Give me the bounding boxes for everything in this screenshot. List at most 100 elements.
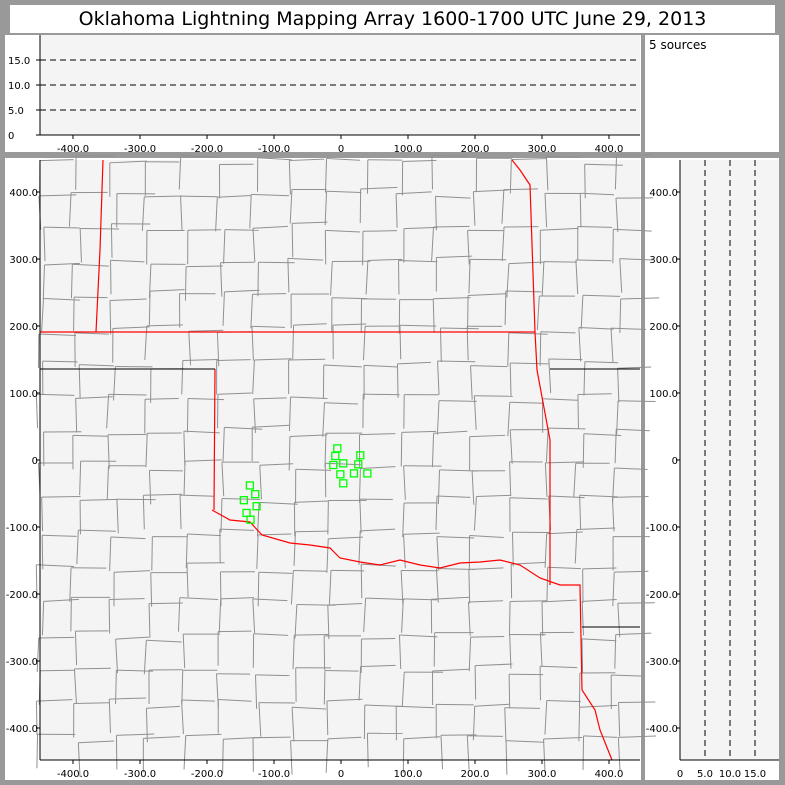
county-line bbox=[435, 195, 471, 199]
county-line bbox=[504, 290, 507, 326]
county-line bbox=[109, 298, 147, 301]
county-line bbox=[38, 333, 77, 337]
county-line bbox=[401, 672, 405, 707]
county-line bbox=[326, 190, 362, 193]
map-y-tick-label: 400.0 bbox=[9, 188, 38, 199]
county-line bbox=[436, 400, 440, 435]
station-marker bbox=[239, 496, 249, 505]
county-line bbox=[331, 297, 368, 300]
county-line bbox=[251, 193, 290, 197]
county-line bbox=[150, 289, 185, 292]
map-x-tick-label: 0 bbox=[338, 769, 344, 780]
county-line bbox=[292, 325, 295, 360]
map-x-tick-label: -200.0 bbox=[191, 769, 223, 780]
county-line bbox=[435, 496, 438, 531]
county-line bbox=[469, 534, 504, 538]
county-line bbox=[400, 570, 404, 605]
county-line bbox=[435, 568, 439, 603]
county-line bbox=[70, 597, 72, 632]
county-line bbox=[573, 463, 577, 498]
station-marker bbox=[245, 481, 255, 490]
county-line bbox=[548, 427, 586, 430]
county-line bbox=[68, 192, 72, 227]
county-line bbox=[109, 598, 145, 600]
county-line bbox=[617, 603, 621, 638]
county-line bbox=[579, 494, 618, 498]
county-line bbox=[616, 154, 652, 156]
county-line bbox=[507, 332, 510, 367]
top-x-tick-label: 400.0 bbox=[595, 144, 624, 155]
county-line bbox=[541, 601, 544, 636]
county-line bbox=[150, 572, 153, 607]
county-line bbox=[439, 400, 477, 402]
county-line bbox=[476, 494, 512, 498]
county-line bbox=[183, 431, 186, 466]
county-line bbox=[41, 535, 44, 570]
county-line bbox=[252, 293, 287, 295]
county-line bbox=[288, 436, 291, 471]
county-line bbox=[179, 495, 182, 530]
county-line bbox=[252, 424, 291, 428]
county-line bbox=[222, 291, 225, 326]
county-line bbox=[575, 259, 612, 262]
county-line bbox=[617, 366, 652, 369]
county-line bbox=[612, 572, 615, 607]
county-line bbox=[546, 699, 581, 703]
county-line bbox=[584, 361, 619, 364]
county-line bbox=[74, 667, 111, 670]
county-line bbox=[43, 598, 80, 602]
county-line bbox=[41, 298, 44, 333]
county-line bbox=[291, 223, 294, 258]
county-line bbox=[288, 358, 326, 361]
county-line bbox=[470, 365, 508, 368]
county-line bbox=[616, 428, 650, 432]
county-line bbox=[543, 738, 546, 774]
top-x-tick-label: -400.0 bbox=[57, 144, 89, 155]
county-line bbox=[474, 703, 510, 707]
county-line bbox=[436, 703, 474, 706]
county-line bbox=[437, 469, 441, 504]
county-line bbox=[466, 735, 470, 770]
county-line bbox=[610, 327, 646, 330]
county-line bbox=[258, 533, 292, 536]
county-line bbox=[215, 197, 218, 232]
county-line bbox=[617, 368, 620, 403]
county-line bbox=[548, 495, 585, 499]
county-line bbox=[186, 265, 223, 268]
county-line bbox=[75, 396, 113, 399]
county-line bbox=[35, 394, 39, 429]
county-line bbox=[259, 501, 298, 505]
county-line bbox=[109, 300, 112, 335]
county-line bbox=[74, 296, 108, 299]
map-y-tick-label: 100.0 bbox=[9, 389, 38, 400]
county-line bbox=[143, 640, 147, 675]
county-line bbox=[578, 327, 582, 362]
station-marker bbox=[354, 460, 363, 469]
county-line bbox=[76, 530, 79, 565]
county-line bbox=[619, 258, 653, 261]
county-line bbox=[36, 564, 75, 568]
map-x-tick-label: 100.0 bbox=[394, 769, 423, 780]
county-line bbox=[73, 297, 75, 332]
county-line bbox=[363, 598, 367, 633]
county-line bbox=[582, 598, 617, 602]
county-line bbox=[467, 601, 471, 636]
county-line bbox=[188, 329, 224, 332]
county-line bbox=[546, 567, 549, 602]
county-line bbox=[109, 160, 147, 164]
county-line bbox=[288, 160, 291, 195]
county-line bbox=[582, 735, 585, 770]
county-line bbox=[398, 634, 402, 670]
county-line bbox=[618, 735, 657, 738]
county-line bbox=[540, 331, 576, 334]
map-y-tick-label: 0 bbox=[32, 456, 38, 467]
county-line bbox=[295, 530, 329, 533]
county-line bbox=[545, 156, 549, 191]
county-line bbox=[362, 230, 398, 232]
county-line bbox=[467, 230, 470, 265]
county-line bbox=[396, 705, 435, 709]
county-line bbox=[186, 398, 189, 433]
county-line bbox=[439, 328, 442, 363]
county-line bbox=[474, 395, 513, 397]
county-line bbox=[365, 260, 369, 295]
